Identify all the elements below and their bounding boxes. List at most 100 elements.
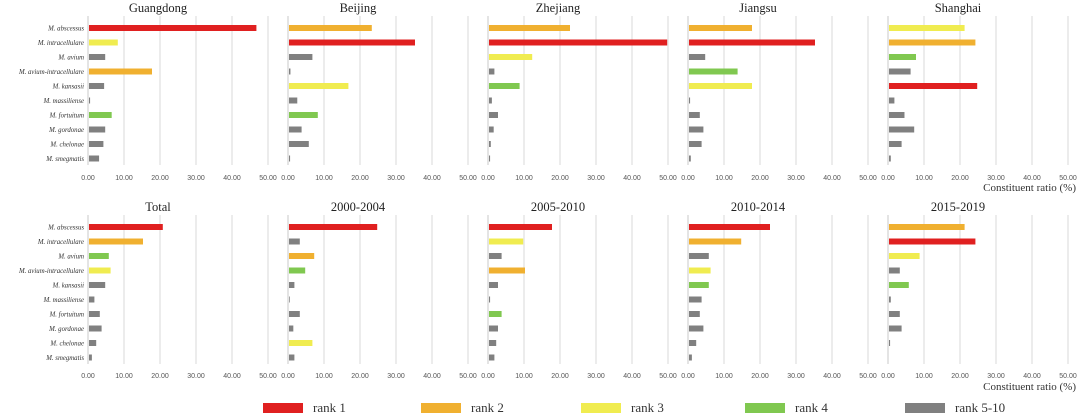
x-tick-label: 0.00 — [681, 373, 695, 380]
bar — [489, 97, 492, 104]
bar — [689, 267, 711, 274]
x-tick-label: 10.00 — [115, 373, 133, 380]
bar — [89, 282, 106, 288]
bar — [689, 141, 702, 147]
bar — [289, 141, 309, 147]
x-tick-label: 10.00 — [715, 175, 733, 182]
bar — [489, 54, 533, 60]
panels-layer: 0.00 10.00 20.00 30.00 40.00 50.00 Guangdong M.… — [18, 1, 1077, 380]
x-tick-label: 10.00 — [315, 373, 333, 380]
x-tick-label: 0.00 — [81, 373, 95, 380]
bar — [289, 296, 290, 303]
x-tick-label: 0.00 — [881, 373, 895, 380]
bar — [889, 83, 978, 89]
category-label: M. abscessus — [47, 225, 84, 232]
x-tick-label: 20.00 — [551, 175, 569, 182]
bar — [289, 25, 372, 31]
bar — [89, 253, 109, 259]
bar — [489, 83, 520, 89]
category-label: M. smegmatis — [45, 355, 84, 362]
bar — [689, 282, 709, 288]
legend-label: rank 1 — [313, 400, 346, 415]
x-tick-label: 20.00 — [151, 175, 169, 182]
x-tick-label: 40.00 — [823, 175, 841, 182]
bar — [289, 155, 291, 162]
bar — [889, 267, 900, 274]
category-label: M. kansasii — [52, 84, 84, 91]
bar — [489, 311, 502, 317]
bar — [689, 224, 770, 230]
legend-item-rank-3: rank 3 — [581, 399, 664, 417]
bar — [89, 68, 152, 75]
panel-title: 2005-2010 — [531, 200, 585, 214]
category-label: M. avium — [57, 254, 84, 261]
bar — [889, 39, 976, 46]
legend-item-rank-5-10: rank 5-10 — [905, 399, 1005, 417]
bar — [289, 97, 298, 104]
bar — [289, 311, 300, 317]
category-label: M. abscessus — [47, 26, 84, 33]
bar — [489, 39, 668, 46]
bar — [489, 224, 552, 230]
bar — [89, 112, 112, 118]
category-label: M. kansasii — [52, 283, 84, 290]
x-tick-label: 0.00 — [681, 175, 695, 182]
x-axis-label-top: Constituent ratio (%) — [983, 182, 1076, 194]
bar — [89, 311, 100, 317]
x-tick-label: 40.00 — [423, 373, 441, 380]
panel-title: 2015-2019 — [931, 200, 985, 214]
bar — [489, 282, 498, 288]
x-tick-label: 50.00 — [659, 373, 677, 380]
x-tick-label: 30.00 — [987, 175, 1005, 182]
x-tick-label: 20.00 — [951, 175, 969, 182]
bar — [889, 126, 915, 133]
bar — [889, 238, 976, 245]
x-tick-label: 10.00 — [915, 373, 933, 380]
bar — [889, 325, 902, 332]
x-tick-label: 30.00 — [987, 373, 1005, 380]
bar — [289, 340, 313, 346]
category-label: M. massiliense — [43, 98, 84, 105]
bar — [289, 238, 300, 245]
bar — [689, 97, 691, 104]
bar — [89, 296, 95, 303]
bar — [489, 267, 525, 274]
legend: rank 1 rank 2 rank 3 rank 4 rank 5-10 — [0, 399, 1080, 417]
chart-panel-jiangsu: 0.00 10.00 20.00 30.00 40.00 50.00 Jiangsu — [681, 1, 877, 182]
bar — [889, 112, 905, 118]
bar — [89, 354, 92, 361]
bar — [689, 238, 742, 245]
category-label: M. chelonae — [49, 142, 84, 149]
bar — [89, 25, 257, 31]
bar — [289, 325, 294, 332]
bar — [289, 224, 378, 230]
bar — [889, 155, 891, 162]
chart-panel-shanghai: 0.00 10.00 20.00 30.00 40.00 50.00 Shanghai — [881, 1, 1077, 182]
bar — [89, 97, 91, 104]
panel-title: Total — [145, 200, 171, 214]
category-label: M. fortuitum — [49, 113, 84, 120]
x-tick-label: 50.00 — [859, 175, 877, 182]
x-tick-label: 50.00 — [459, 175, 477, 182]
bar — [689, 253, 709, 259]
x-tick-label: 40.00 — [623, 373, 641, 380]
bar — [689, 39, 815, 46]
panel-title: Jiangsu — [739, 1, 777, 15]
x-tick-label: 20.00 — [751, 175, 769, 182]
bar — [689, 311, 700, 317]
x-tick-label: 30.00 — [187, 373, 205, 380]
x-tick-label: 30.00 — [787, 373, 805, 380]
bar — [489, 340, 497, 346]
x-tick-label: 50.00 — [259, 175, 277, 182]
bar — [889, 97, 895, 104]
x-tick-label: 10.00 — [315, 175, 333, 182]
bar — [689, 340, 697, 346]
legend-swatch — [581, 403, 621, 413]
legend-label: rank 5-10 — [955, 400, 1006, 415]
x-tick-label: 40.00 — [423, 175, 441, 182]
panel-title: Beijing — [340, 1, 378, 15]
x-tick-label: 40.00 — [623, 175, 641, 182]
x-tick-label: 30.00 — [387, 373, 405, 380]
x-tick-label: 50.00 — [659, 175, 677, 182]
chart-panel-2005-2010: 0.00 10.00 20.00 30.00 40.00 50.00 2005-2010 — [481, 200, 677, 380]
